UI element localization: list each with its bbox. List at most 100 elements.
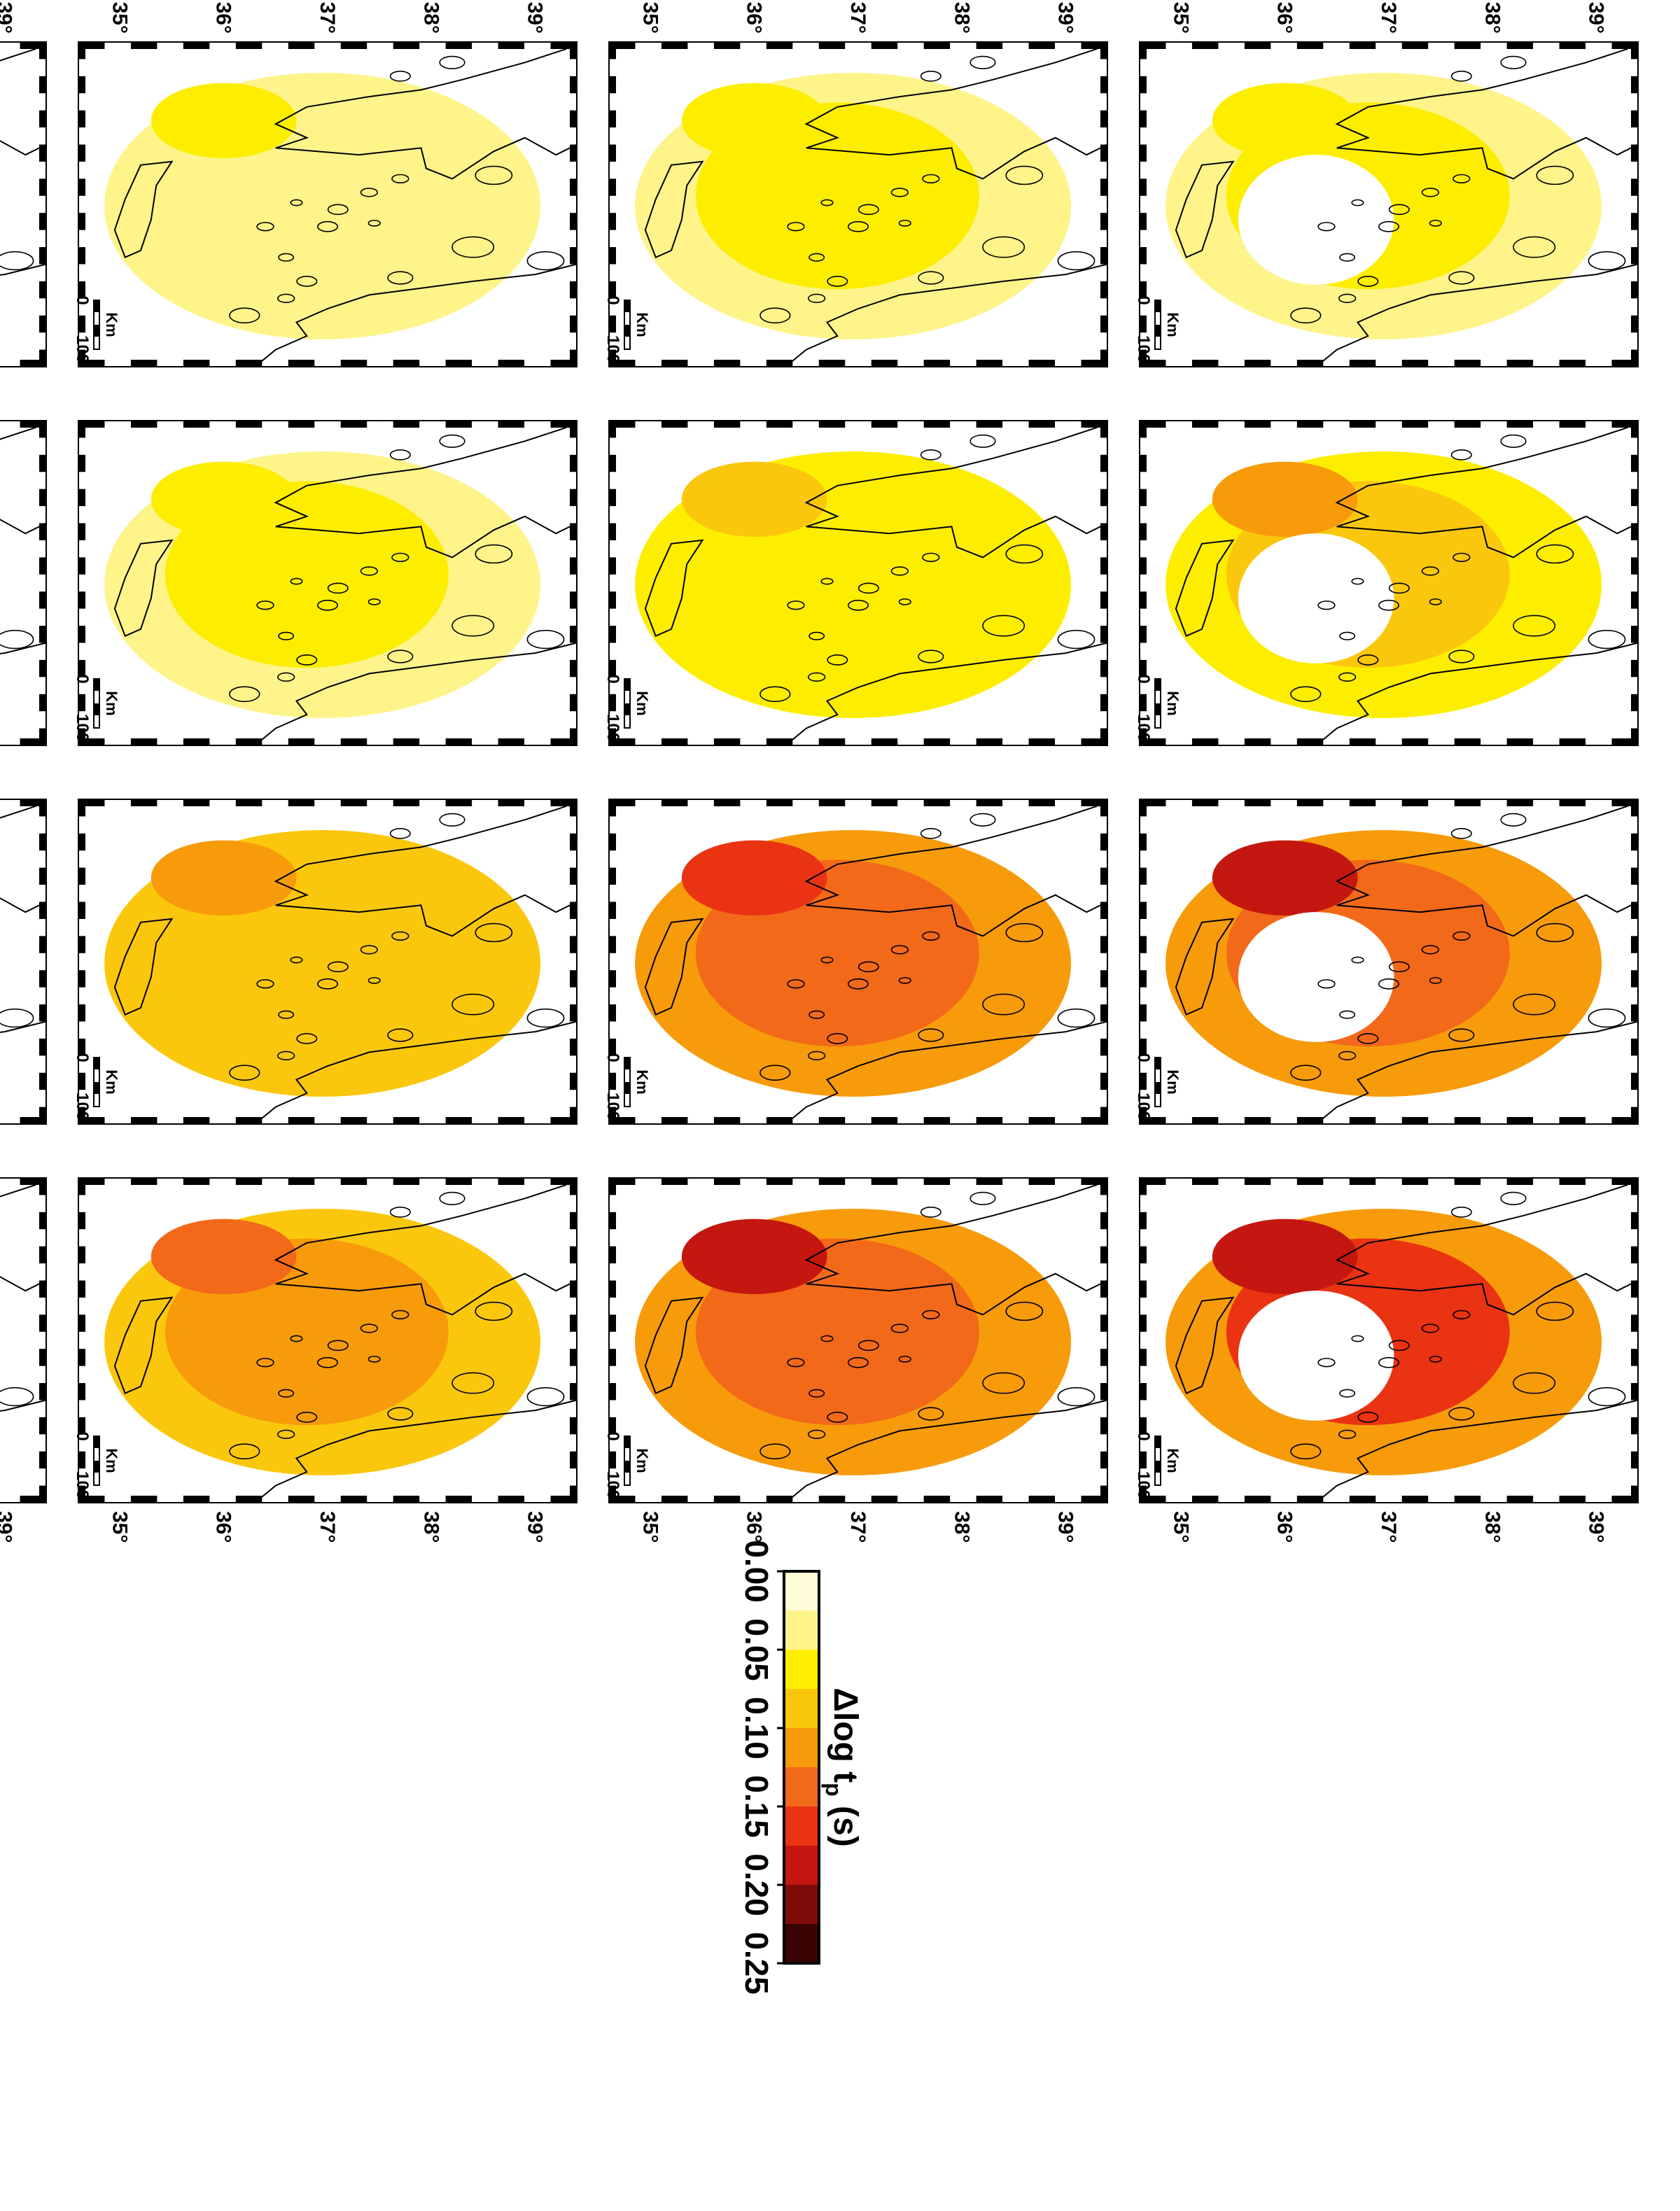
border-tick xyxy=(393,1496,420,1503)
border-tick xyxy=(1631,247,1638,265)
coastline-mainland xyxy=(1335,426,1639,559)
island-outline xyxy=(969,434,996,448)
border-tick xyxy=(1140,1314,1147,1332)
coverage-hot xyxy=(150,840,297,916)
map-panel-r4c3: Km010020°22°24°26°28° xyxy=(0,799,47,1125)
island-outline xyxy=(475,165,513,185)
border-tick xyxy=(1100,557,1107,575)
border-tick xyxy=(39,349,46,367)
border-tick xyxy=(39,1004,46,1022)
border-tick xyxy=(1100,489,1107,507)
border-tick xyxy=(78,659,85,678)
border-tick xyxy=(1140,867,1147,885)
island-outline xyxy=(1005,544,1044,564)
island-outline xyxy=(969,1191,996,1205)
scalebar-segment xyxy=(94,300,99,312)
island-outline xyxy=(1429,976,1442,984)
border-tick xyxy=(78,1004,85,1022)
border-tick xyxy=(183,1117,210,1124)
island-outline xyxy=(1339,1389,1356,1398)
border-tick xyxy=(340,738,368,745)
border-tick xyxy=(1100,1246,1107,1264)
island-outline xyxy=(1378,1356,1400,1368)
border-tick xyxy=(288,1496,315,1503)
island-outline xyxy=(1339,631,1356,640)
border-tick xyxy=(1140,694,1147,712)
border-tick xyxy=(445,1496,472,1503)
border-tick xyxy=(1631,833,1638,851)
border-tick xyxy=(498,738,525,745)
border-tick xyxy=(1631,349,1638,367)
border-tick xyxy=(609,178,616,196)
coverage-layer xyxy=(1166,72,1602,339)
border-tick xyxy=(1100,1383,1107,1401)
border-tick xyxy=(1631,1383,1638,1401)
map-panel-r3c2: Km 0 100 xyxy=(73,420,578,746)
border-tick xyxy=(570,591,577,609)
border-tick xyxy=(78,1246,85,1264)
border-tick xyxy=(39,315,46,333)
island-outline xyxy=(256,1358,274,1368)
lat-tick-label: 36° xyxy=(1273,1511,1296,1543)
island-outline xyxy=(0,251,34,271)
border-tick xyxy=(818,738,846,745)
scalebar-label: 0 xyxy=(1134,295,1153,304)
border-tick xyxy=(570,454,577,472)
map-panel-r3c3: Km 0 100 xyxy=(73,799,578,1125)
island-outline xyxy=(1351,577,1364,585)
coverage-hot xyxy=(1212,1219,1358,1295)
border-tick xyxy=(550,1178,577,1185)
coastline-anatolia xyxy=(254,1399,578,1503)
border-tick xyxy=(766,738,793,745)
island-outline xyxy=(1450,828,1472,839)
lat-tick-label: 37° xyxy=(316,2,339,34)
border-tick xyxy=(713,738,741,745)
scalebar-segment xyxy=(1155,1082,1161,1094)
border-tick xyxy=(78,144,85,162)
lat-tick-label: 39° xyxy=(0,1511,16,1543)
coastline-crete xyxy=(113,918,174,1016)
border-tick xyxy=(661,799,688,806)
island-outline xyxy=(256,979,274,989)
border-tick xyxy=(608,738,636,745)
border-tick xyxy=(1100,1212,1107,1230)
border-tick xyxy=(1100,626,1107,643)
colorbar-bin xyxy=(784,1689,819,1729)
border-tick xyxy=(1028,799,1056,806)
coverage-gap xyxy=(1238,912,1394,1042)
border-tick xyxy=(1244,1178,1271,1185)
border-tick xyxy=(1100,901,1107,919)
border-tick xyxy=(1631,213,1638,230)
scalebar-label: 100 xyxy=(73,1093,92,1121)
border-tick xyxy=(1506,42,1534,49)
border-tick xyxy=(871,360,898,367)
lat-tick-label: 35° xyxy=(108,1511,131,1543)
island-outline xyxy=(787,222,805,232)
border-tick xyxy=(1349,421,1376,428)
island-outline xyxy=(1421,945,1440,955)
border-tick xyxy=(1244,738,1271,745)
border-tick xyxy=(78,1072,85,1090)
border-tick xyxy=(1631,76,1638,94)
scalebar-segment xyxy=(1155,703,1161,715)
colorbar-tick-label: 0.10 xyxy=(738,1697,775,1760)
border-tick xyxy=(78,738,105,745)
lat-tick-label: 39° xyxy=(1054,2,1077,34)
border-tick xyxy=(661,360,688,367)
coastline-anatolia xyxy=(1315,642,1639,746)
island-outline xyxy=(858,582,879,594)
border-tick xyxy=(1140,76,1147,94)
border-tick xyxy=(923,799,951,806)
lat-tick-label: 35° xyxy=(108,2,131,34)
lat-tick-label: 35° xyxy=(638,2,662,34)
island-outline xyxy=(278,631,295,640)
border-tick xyxy=(609,76,616,94)
border-tick xyxy=(1506,738,1534,745)
border-tick xyxy=(1100,1314,1107,1332)
border-tick xyxy=(570,247,577,265)
border-tick xyxy=(1631,626,1638,643)
border-tick xyxy=(1631,110,1638,128)
border-tick xyxy=(1028,1178,1056,1185)
border-tick xyxy=(1140,970,1147,988)
island-outline xyxy=(316,220,339,232)
